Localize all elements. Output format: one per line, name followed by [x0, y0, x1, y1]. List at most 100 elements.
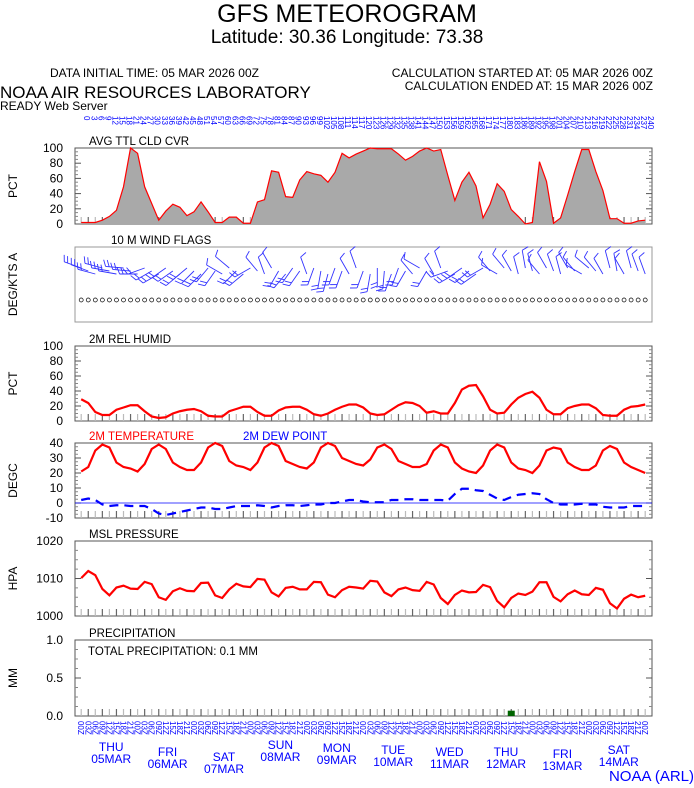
time-label: 18Z [513, 721, 522, 735]
time-label: 03Z [534, 721, 543, 735]
wind-barb-feather [197, 283, 205, 287]
y-tick-label: 0.5 [46, 671, 63, 685]
forecast-hour-label: 108 [336, 116, 345, 130]
y-axis-label: DEGC [6, 463, 20, 498]
time-label: 12Z [217, 721, 226, 735]
wind-barb-staff [537, 252, 547, 269]
wind-station-mark [346, 297, 352, 303]
forecast-hour-label: 153 [442, 116, 451, 130]
wind-barb-staff [229, 273, 244, 286]
wind-station-mark [593, 297, 599, 303]
wind-station-mark [628, 297, 634, 303]
time-label: 09Z [267, 721, 276, 735]
time-label: 18Z [288, 721, 297, 735]
y-tick-label: 0 [56, 414, 63, 428]
wind-station-mark [226, 297, 232, 303]
wind-barb-feather [229, 272, 236, 278]
temperature-legend: 2M TEMPERATURE [89, 431, 194, 443]
date-label: 08MAR [260, 750, 300, 764]
forecast-hour-label: 78 [266, 116, 275, 125]
wind-station-mark [487, 297, 493, 303]
time-label: 15Z [506, 721, 515, 735]
wind-barb-feather [177, 277, 185, 282]
wind-barb-feather [501, 249, 508, 256]
date-label: 10MAR [373, 755, 413, 769]
y-tick-label: 0 [56, 217, 63, 231]
time-label: 06Z [316, 721, 325, 735]
wind-barb-staff [527, 259, 540, 275]
precip-bar [507, 710, 515, 716]
forecast-hour-label: 210 [576, 116, 585, 130]
forecast-hour-label: 240 [646, 116, 655, 130]
wind-barb-feather [558, 246, 564, 253]
wind-station-mark [191, 297, 197, 303]
wind-barb-feather [166, 275, 174, 280]
rel-humid-line [80, 383, 646, 420]
forecast-hour-label: 186 [519, 116, 528, 130]
wind-barb-staff [546, 253, 554, 272]
time-label: 00Z [302, 721, 311, 735]
time-label: 06Z [203, 721, 212, 735]
wind-barb-staff [613, 253, 618, 272]
wind-barb-feather [370, 281, 378, 286]
time-label: 21Z [295, 721, 304, 735]
wind-barb-feather [547, 249, 553, 255]
forecast-hour-label: 150 [435, 116, 444, 130]
plot-frame [74, 246, 653, 323]
wind-station-mark [389, 297, 394, 303]
wind-barb-feather [403, 252, 406, 260]
forecast-hour-label: 93 [301, 116, 310, 125]
wind-station-mark [480, 297, 486, 303]
y-tick-label: 30 [50, 451, 64, 465]
wind-barb-feather [310, 288, 318, 291]
wind-barb-feather [429, 270, 435, 277]
time-label: 06Z [542, 721, 551, 735]
wind-barb-staff [439, 273, 456, 284]
time-label: 06Z [372, 721, 381, 735]
forecast-hour-label: 141 [414, 116, 423, 130]
date-label: 07MAR [204, 762, 244, 776]
y-tick-label: 0.0 [46, 709, 63, 723]
wind-barb-feather [339, 252, 345, 259]
time-label: 15Z [337, 721, 346, 735]
wind-barb-staff [403, 258, 420, 269]
org-name: NOAA AIR RESOURCES LABORATORY [0, 83, 311, 102]
wind-barb-feather [232, 270, 239, 276]
wind-barb-staff [391, 267, 399, 286]
wind-station-mark [579, 297, 585, 303]
wind-barb-feather [225, 279, 233, 284]
time-label: 09Z [379, 721, 388, 735]
wind-barb-feather [89, 260, 93, 268]
day-of-week-label: WED [436, 745, 464, 759]
time-label: 18Z [401, 721, 410, 735]
wind-station-mark [494, 297, 500, 303]
time-label: 18Z [231, 721, 240, 735]
wind-station-mark [508, 297, 514, 303]
time-label: 15Z [450, 721, 459, 735]
wind-station-mark [367, 297, 373, 303]
wind-barb-feather [537, 246, 543, 253]
forecast-hour-label: 138 [407, 116, 416, 130]
wind-barb-feather [555, 252, 562, 257]
forecast-hour-label: 144 [421, 116, 430, 130]
forecast-hour-label: 135 [399, 116, 408, 130]
wind-station-mark [551, 297, 556, 303]
time-label: 03Z [140, 721, 149, 735]
wind-station-mark [360, 297, 366, 303]
wind-barb-feather [113, 262, 117, 270]
time-label: 00Z [189, 721, 198, 735]
wind-station-mark [121, 297, 126, 303]
y-tick-label: 80 [50, 156, 64, 170]
time-label: 06Z [429, 721, 438, 735]
wind-barb-feather [130, 275, 137, 281]
time-label: 00Z [76, 721, 85, 735]
wind-barb-staff [71, 264, 89, 272]
wind-barb-feather [492, 247, 497, 255]
y-tick-label: 60 [50, 369, 64, 383]
time-label: 00Z [133, 721, 142, 735]
wind-barb-staff [77, 268, 96, 275]
forecast-hour-label: 120 [364, 116, 373, 130]
wind-barb-feather [219, 277, 227, 282]
wind-station-mark [128, 297, 133, 303]
wind-barb-staff [322, 273, 329, 292]
